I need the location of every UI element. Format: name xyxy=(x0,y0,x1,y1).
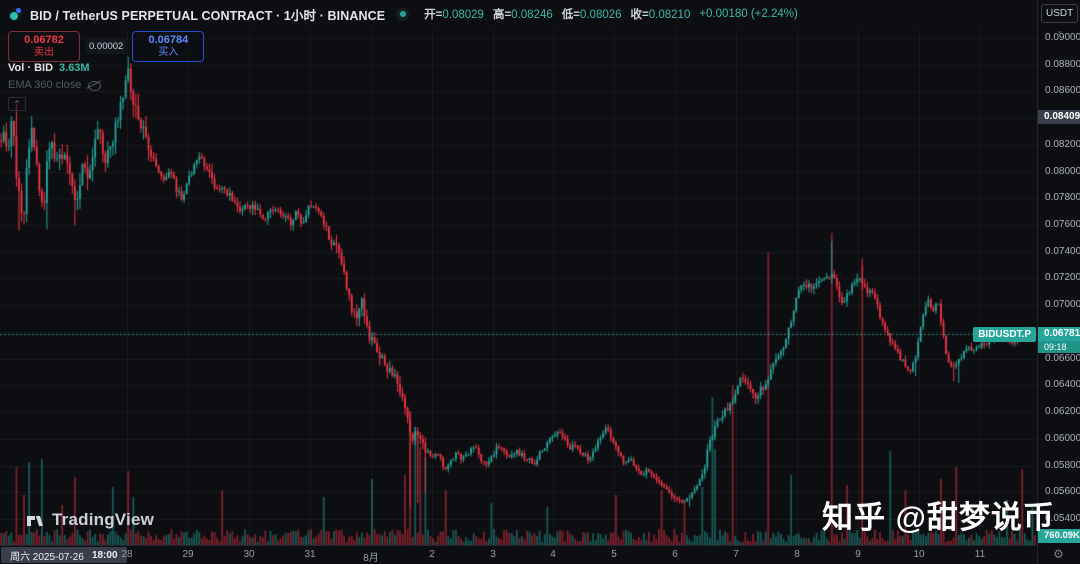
time-tick-label: 28 xyxy=(121,549,133,560)
chevron-down-icon: ⌄ xyxy=(1056,26,1063,35)
time-tick-label: 8月 xyxy=(363,553,379,564)
trade-panel: 0.06782 卖出 0.00002 0.06784 买入 xyxy=(8,31,205,62)
volume-legend-value: 3.63M xyxy=(59,62,90,74)
time-tick-label: 5 xyxy=(611,549,617,560)
crosshair-price-label: 0.08409 xyxy=(1038,109,1080,124)
open-value: 0.08029 xyxy=(442,9,484,21)
time-tick-label: 2 xyxy=(429,549,435,560)
price-tick-label: 0.05600 xyxy=(1045,486,1080,498)
last-price-label: 0.06781 xyxy=(1038,327,1080,342)
crosshair-date-label: 周六 2025-07-26 18:00 xyxy=(1,547,127,563)
price-tick-label: 0.07800 xyxy=(1045,192,1080,204)
time-tick-label: 30 xyxy=(243,549,255,560)
volume-legend-title: Vol · BID xyxy=(8,62,54,74)
price-axis[interactable]: USDT ⌄ 0.08409 0.06781 09:18 760.09K 0.0… xyxy=(1037,0,1080,564)
crosshair-date: 周六 2025-07-26 xyxy=(10,551,84,563)
watermark-text: 知乎 @甜梦说币 xyxy=(822,500,1055,535)
pane-legend: Vol · BID 3.63M EMA 360 close ⌃ xyxy=(8,61,102,111)
sell-label: 卖出 xyxy=(34,47,54,58)
time-tick-label: 7 xyxy=(733,549,739,560)
price-tick-label: 0.05400 xyxy=(1045,512,1080,524)
price-tick-label: 0.08800 xyxy=(1045,58,1080,70)
bar-countdown-label: 09:18 xyxy=(1038,341,1080,354)
ema-indicator-label: EMA 360 close xyxy=(8,79,82,91)
price-tick-label: 0.07400 xyxy=(1045,245,1080,257)
time-axis[interactable]: 周六 2025-07-26 18:00 28 29 30 31 8月 2 3 4 5 6 7 8 9 10… xyxy=(0,545,1037,564)
legend-collapse-button[interactable]: ⌃ xyxy=(8,97,26,111)
open-label: 开= xyxy=(424,9,443,21)
gear-icon[interactable]: ⚙ xyxy=(1053,547,1064,561)
tradingview-logo-icon xyxy=(27,515,43,526)
time-tick-label: 6 xyxy=(672,549,678,560)
time-tick-label: 8 xyxy=(794,549,800,560)
ohlc-readout: 开=0.08029 高=0.08246 低=0.08026 收=0.08210 … xyxy=(424,6,798,22)
price-tick-label: 0.06200 xyxy=(1045,406,1080,418)
buy-price: 0.06784 xyxy=(148,34,189,46)
low-label: 低= xyxy=(561,9,580,21)
low-value: 0.08026 xyxy=(579,9,622,21)
time-tick-label: 31 xyxy=(304,549,316,560)
axis-corner: ⚙ xyxy=(1037,545,1080,564)
tradingview-logo[interactable]: TradingView xyxy=(26,510,154,530)
market-status-icon[interactable] xyxy=(396,7,410,21)
time-tick-label: 4 xyxy=(550,549,556,560)
change-value: +0.00180 (+2.24%) xyxy=(699,8,798,20)
chart-header: BID / TetherUS PERPETUAL CONTRACT · 1小时 … xyxy=(0,0,1037,28)
close-value: 0.08210 xyxy=(648,9,691,21)
high-label: 高= xyxy=(492,9,512,21)
symbol-logo-icon[interactable] xyxy=(8,6,23,22)
price-tick-label: 0.07200 xyxy=(1045,272,1080,284)
currency-toggle-button[interactable]: USDT ⌄ xyxy=(1041,4,1078,35)
buy-label: 买入 xyxy=(158,47,179,58)
price-tick-label: 0.06000 xyxy=(1045,432,1080,444)
buy-button[interactable]: 0.06784 买入 xyxy=(132,31,205,62)
time-tick-label: 29 xyxy=(182,549,194,560)
spread-value: 0.00002 xyxy=(86,39,127,54)
time-tick-label: 11 xyxy=(974,549,986,560)
time-tick-label: 10 xyxy=(913,549,925,560)
sell-price: 0.06782 xyxy=(24,34,64,46)
crosshair-time: 18:00 xyxy=(91,549,118,561)
eye-off-icon[interactable] xyxy=(87,80,102,91)
series-price-flag: BIDUSDT.P xyxy=(973,326,1036,342)
price-tick-label: 0.09000 xyxy=(1045,32,1080,43)
price-tick-label: 0.08600 xyxy=(1045,85,1080,97)
close-label: 收= xyxy=(630,9,649,21)
high-value: 0.08246 xyxy=(511,9,553,21)
price-tick-label: 0.06400 xyxy=(1045,379,1080,391)
price-tick-label: 0.07000 xyxy=(1045,299,1080,311)
price-tick-label: 0.07600 xyxy=(1045,219,1080,231)
price-tick-label: 0.06600 xyxy=(1045,352,1080,364)
price-tick-label: 0.05800 xyxy=(1045,459,1080,471)
volume-axis-label: 760.09K xyxy=(1038,529,1080,543)
candlestick-chart-canvas[interactable] xyxy=(0,28,1037,545)
time-tick-label: 3 xyxy=(490,549,496,560)
price-tick-label: 0.08200 xyxy=(1045,138,1080,150)
price-tick-label: 0.08000 xyxy=(1045,165,1080,177)
symbol-title[interactable]: BID / TetherUS PERPETUAL CONTRACT · 1小时 … xyxy=(30,8,386,23)
tradingview-logo-text: TradingView xyxy=(52,510,155,529)
time-tick-label: 9 xyxy=(855,549,861,560)
sell-button[interactable]: 0.06782 卖出 xyxy=(8,31,80,62)
